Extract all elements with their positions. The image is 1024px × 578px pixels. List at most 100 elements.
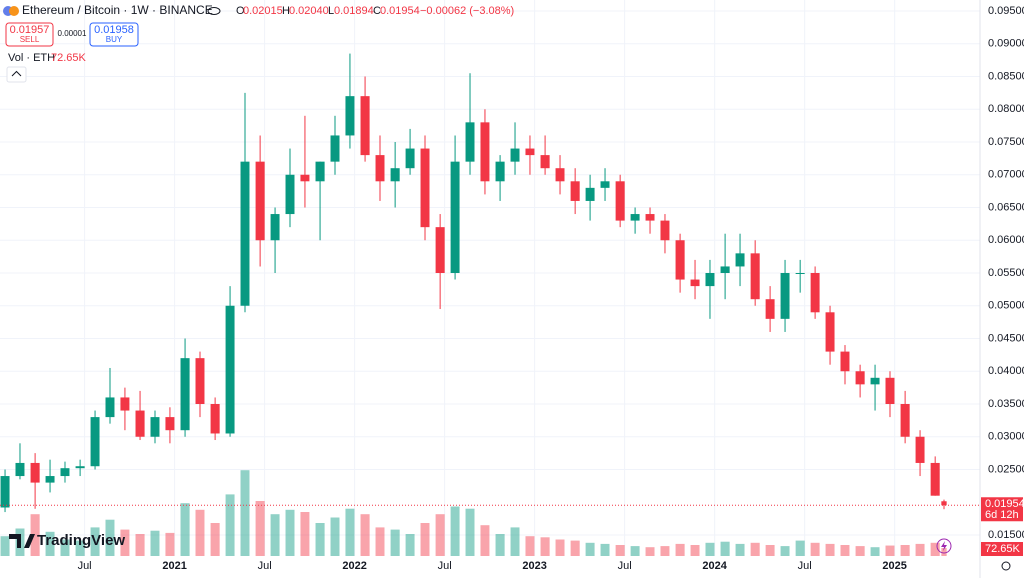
- volume-bar: [735, 543, 745, 556]
- volume-bar: [525, 536, 535, 556]
- candle-body: [480, 122, 490, 182]
- sell-button[interactable]: [5, 22, 54, 47]
- volume-bar: [45, 531, 55, 556]
- x-tick-label: 2021: [162, 560, 186, 572]
- candle-body: [285, 174, 295, 215]
- volume-bar: [90, 527, 100, 556]
- volume-bar: [375, 527, 385, 556]
- y-tick-label: 0.05000: [988, 300, 1024, 312]
- volume-bar: [450, 506, 460, 556]
- volume-bar: [360, 514, 370, 556]
- candle-body: [180, 358, 190, 431]
- spread: 0.00001: [58, 29, 87, 38]
- candle-body: [360, 96, 370, 156]
- buy-label: BUY: [106, 35, 123, 44]
- volume-bar: [285, 509, 295, 556]
- volume-bar: [30, 514, 40, 556]
- x-tick-label: Jul: [798, 560, 812, 572]
- y-tick-label: 0.09000: [988, 38, 1024, 50]
- x-tick-label: Jul: [258, 560, 272, 572]
- x-tick-label: 2024: [702, 560, 727, 572]
- candle-body: [840, 351, 850, 372]
- candle-body: [810, 273, 820, 313]
- candle-body: [941, 501, 947, 506]
- volume-bar: [495, 534, 505, 556]
- candle-body: [75, 466, 85, 469]
- volume-bar: [195, 509, 205, 556]
- y-tick-label: 0.04000: [988, 365, 1024, 377]
- volume-bar: [210, 523, 220, 556]
- candle-body: [300, 174, 310, 182]
- x-tick-label: 2025: [882, 560, 906, 572]
- collapse-button[interactable]: [6, 66, 27, 83]
- volume-bar: [330, 517, 340, 556]
- x-tick-label: Jul: [78, 560, 92, 572]
- volume-bar: [390, 529, 400, 556]
- candle-body: [735, 253, 745, 267]
- volume-bar: [60, 539, 70, 556]
- volume-bar: [630, 546, 640, 556]
- candle-body: [930, 462, 940, 496]
- btc-icon: [9, 6, 19, 16]
- volume-bar: [705, 542, 715, 556]
- ohlc-key: H: [282, 5, 290, 17]
- ohlc-value: 0.02015: [243, 5, 283, 17]
- candle-body: [240, 161, 250, 306]
- volume-bar: [180, 503, 190, 556]
- candle-body: [255, 161, 265, 241]
- y-tick-label: 0.07500: [988, 136, 1024, 148]
- volume-badge-label: 72.65K: [985, 543, 1021, 555]
- candle-body: [0, 476, 10, 508]
- volume-bar: [510, 527, 520, 556]
- candle-body: [750, 253, 760, 300]
- symbol-title[interactable]: Ethereum / Bitcoin · 1W · BINANCE: [22, 3, 213, 17]
- y-tick-label: 0.04500: [988, 332, 1024, 344]
- candle-body: [540, 155, 550, 169]
- volume-bar: [165, 532, 175, 556]
- candle-body: [90, 417, 100, 467]
- volume-bar: [570, 540, 580, 556]
- candle-body: [435, 227, 445, 273]
- y-tick-label: 0.01500: [988, 529, 1024, 541]
- candle-body: [825, 312, 835, 352]
- eye-icon[interactable]: [207, 7, 221, 15]
- candle-body: [30, 462, 40, 483]
- volume-bar: [825, 543, 835, 556]
- candle-body: [150, 417, 160, 437]
- collapse-icon: [11, 70, 22, 77]
- volume-bar: [0, 536, 10, 556]
- candle-body: [390, 168, 400, 182]
- volume-bar: [720, 541, 730, 556]
- volume-bar: [690, 545, 700, 556]
- buy-button[interactable]: [89, 22, 139, 47]
- x-tick-label: Jul: [438, 560, 452, 572]
- volume-bar: [915, 543, 925, 556]
- buy-price: 0.01958: [94, 24, 134, 36]
- volume-bar: [75, 540, 85, 556]
- plot: [0, 0, 980, 556]
- candle-body: [675, 240, 685, 280]
- candle-body: [900, 404, 910, 437]
- candle-body: [915, 436, 925, 463]
- y-tick-label: 0.02500: [988, 463, 1024, 475]
- candle-body: [270, 214, 280, 241]
- x-tick-label: 2022: [342, 560, 366, 572]
- candle-body: [210, 404, 220, 434]
- candle-body: [765, 299, 775, 319]
- candle-body: [165, 417, 175, 431]
- volume-bar: [645, 547, 655, 556]
- y-tick-label: 0.06500: [988, 201, 1024, 213]
- y-tick-label: 0.03000: [988, 431, 1024, 443]
- volume-bar: [750, 542, 760, 556]
- candle-body: [345, 96, 355, 136]
- settings-icon[interactable]: [1001, 561, 1011, 571]
- volume-bar: [465, 508, 475, 556]
- candle-body: [690, 279, 700, 287]
- volume-bar: [345, 508, 355, 556]
- sell-price: 0.01957: [10, 24, 50, 36]
- volume-bar: [255, 501, 265, 556]
- ohlc-value: 0.01894: [334, 5, 374, 17]
- lightning-icon[interactable]: [936, 538, 952, 554]
- candle-body: [225, 305, 235, 434]
